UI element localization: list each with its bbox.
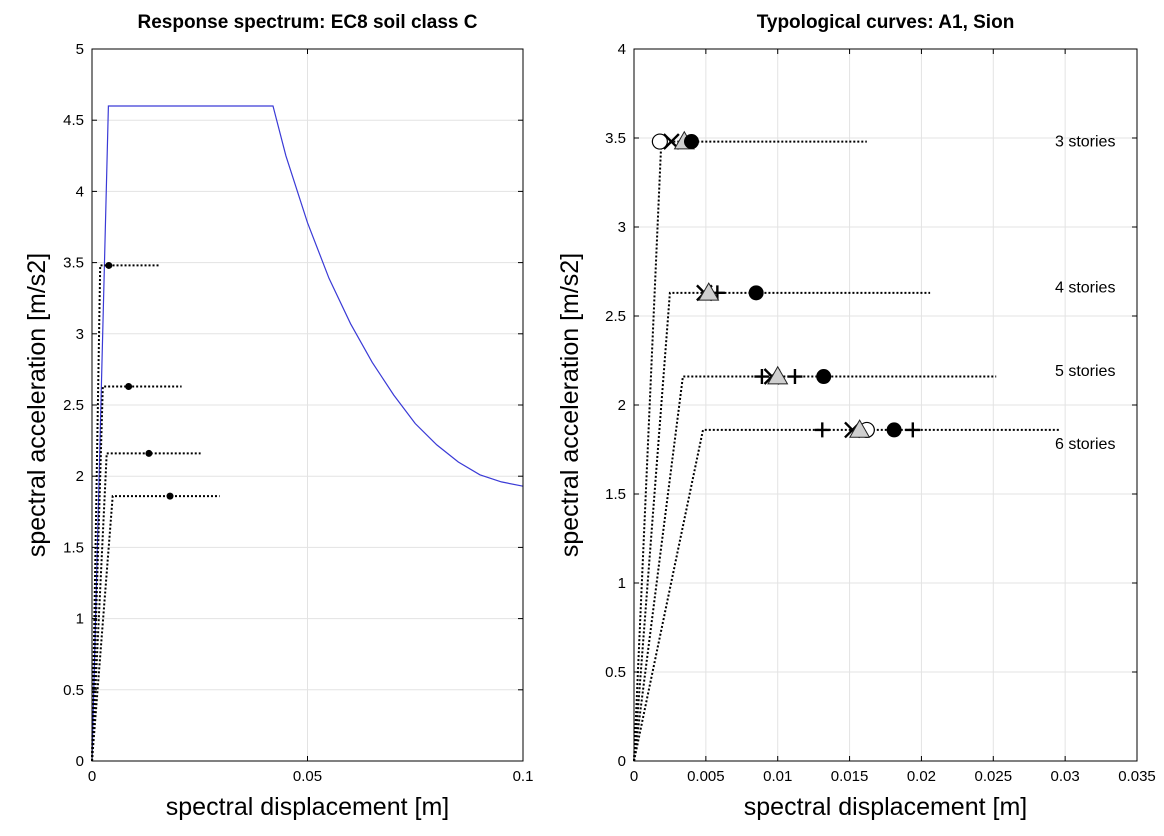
typological-curves-panel: 3 stories 4 stories 5 stories 6 stories 0 0.… [556, 12, 1156, 821]
capacity-curve [633, 375, 997, 762]
y-tick-label: 2 [76, 468, 84, 485]
y-tick-label: 0 [618, 753, 626, 770]
y-tick-label: 0.5 [605, 664, 626, 681]
left-y-axis-label: spectral acceleration [m/s2] [23, 253, 51, 557]
left-x-axis-label: spectral displacement [m] [166, 793, 449, 821]
y-tick-label: 0 [76, 753, 84, 770]
y-tick-label: 2.5 [605, 308, 626, 325]
y-tick-label: 2 [618, 397, 626, 414]
y-tick-label: 3 [76, 326, 84, 343]
right-x-axis-label: spectral displacement [m] [744, 793, 1027, 821]
plus-marker [814, 422, 830, 438]
capacity-curve [633, 291, 931, 762]
right-chart-title: Typological curves: A1, Sion [757, 12, 1015, 33]
left-chart-title: Response spectrum: EC8 soil class C [137, 12, 477, 33]
triangle-marker [698, 282, 720, 301]
triangle-marker [849, 419, 871, 438]
dot-marker [145, 449, 153, 457]
dot-marker [816, 369, 832, 385]
y-tick-label: 3.5 [63, 255, 84, 272]
y-tick-label: 1.5 [63, 539, 84, 556]
dot-marker [166, 492, 174, 500]
story-label: 5 stories [1055, 363, 1115, 380]
right-series: 3 stories 4 stories 5 stories 6 stories [633, 130, 1115, 762]
story-label: 6 stories [1055, 436, 1115, 453]
left-ticks: 0 0.05 0.1 0 0.5 1 1.5 2 2.5 3 3.5 4 4.5 5 [63, 41, 533, 785]
y-tick-label: 1 [76, 611, 84, 628]
response-spectrum-panel: 0 0.05 0.1 0 0.5 1 1.5 2 2.5 3 3.5 4 4.5 5 Response s… [23, 12, 533, 821]
triangle-marker [767, 365, 789, 385]
response-spectrum-line [91, 105, 524, 762]
y-tick-label: 3 [618, 219, 626, 236]
y-tick-label: 4.5 [63, 112, 84, 129]
capacity-curve [633, 140, 867, 762]
x-tick-label: 0.05 [293, 768, 322, 785]
y-tick-label: 4 [76, 183, 84, 200]
y-tick-label: 1.5 [605, 486, 626, 503]
plus-marker [787, 369, 803, 385]
y-tick-label: 2.5 [63, 397, 84, 414]
y-tick-label: 3.5 [605, 130, 626, 147]
open-circle-marker [651, 133, 668, 150]
x-tick-label: 0.005 [687, 768, 725, 785]
capacity-curve [91, 495, 220, 762]
x-tick-label: 0.1 [513, 768, 534, 785]
y-tick-label: 0.5 [63, 682, 84, 699]
dot-marker [125, 382, 133, 390]
y-tick-label: 4 [618, 41, 626, 58]
x-tick-label: 0.03 [1051, 768, 1080, 785]
dot-marker [683, 134, 699, 150]
story-label: 4 stories [1055, 280, 1115, 297]
right-grid [633, 48, 1138, 762]
right-y-axis-label: spectral acceleration [m/s2] [556, 253, 584, 557]
dot-marker [748, 285, 764, 301]
x-tick-label: 0.015 [831, 768, 869, 785]
left-series [91, 105, 524, 762]
capacity-curve [633, 428, 1060, 762]
y-tick-label: 1 [618, 575, 626, 592]
x-tick-label: 0 [88, 768, 96, 785]
capacity-curve [91, 452, 201, 762]
dot-marker [105, 261, 113, 269]
right-ticks: 0 0.005 0.01 0.015 0.02 0.025 0.03 0.035 0 0.5 1 1.… [605, 41, 1156, 785]
x-tick-label: 0.02 [907, 768, 936, 785]
x-tick-label: 0.025 [975, 768, 1013, 785]
x-tick-label: 0.01 [763, 768, 792, 785]
capacity-curve [91, 264, 161, 762]
plus-marker [754, 369, 770, 385]
x-tick-label: 0 [630, 768, 638, 785]
y-tick-label: 5 [76, 41, 84, 58]
capacity-curve [91, 385, 182, 762]
dot-marker [886, 422, 902, 438]
plus-marker [905, 422, 921, 438]
x-tick-label: 0.035 [1118, 768, 1156, 785]
left-grid [91, 48, 524, 762]
story-label: 3 stories [1055, 134, 1115, 151]
